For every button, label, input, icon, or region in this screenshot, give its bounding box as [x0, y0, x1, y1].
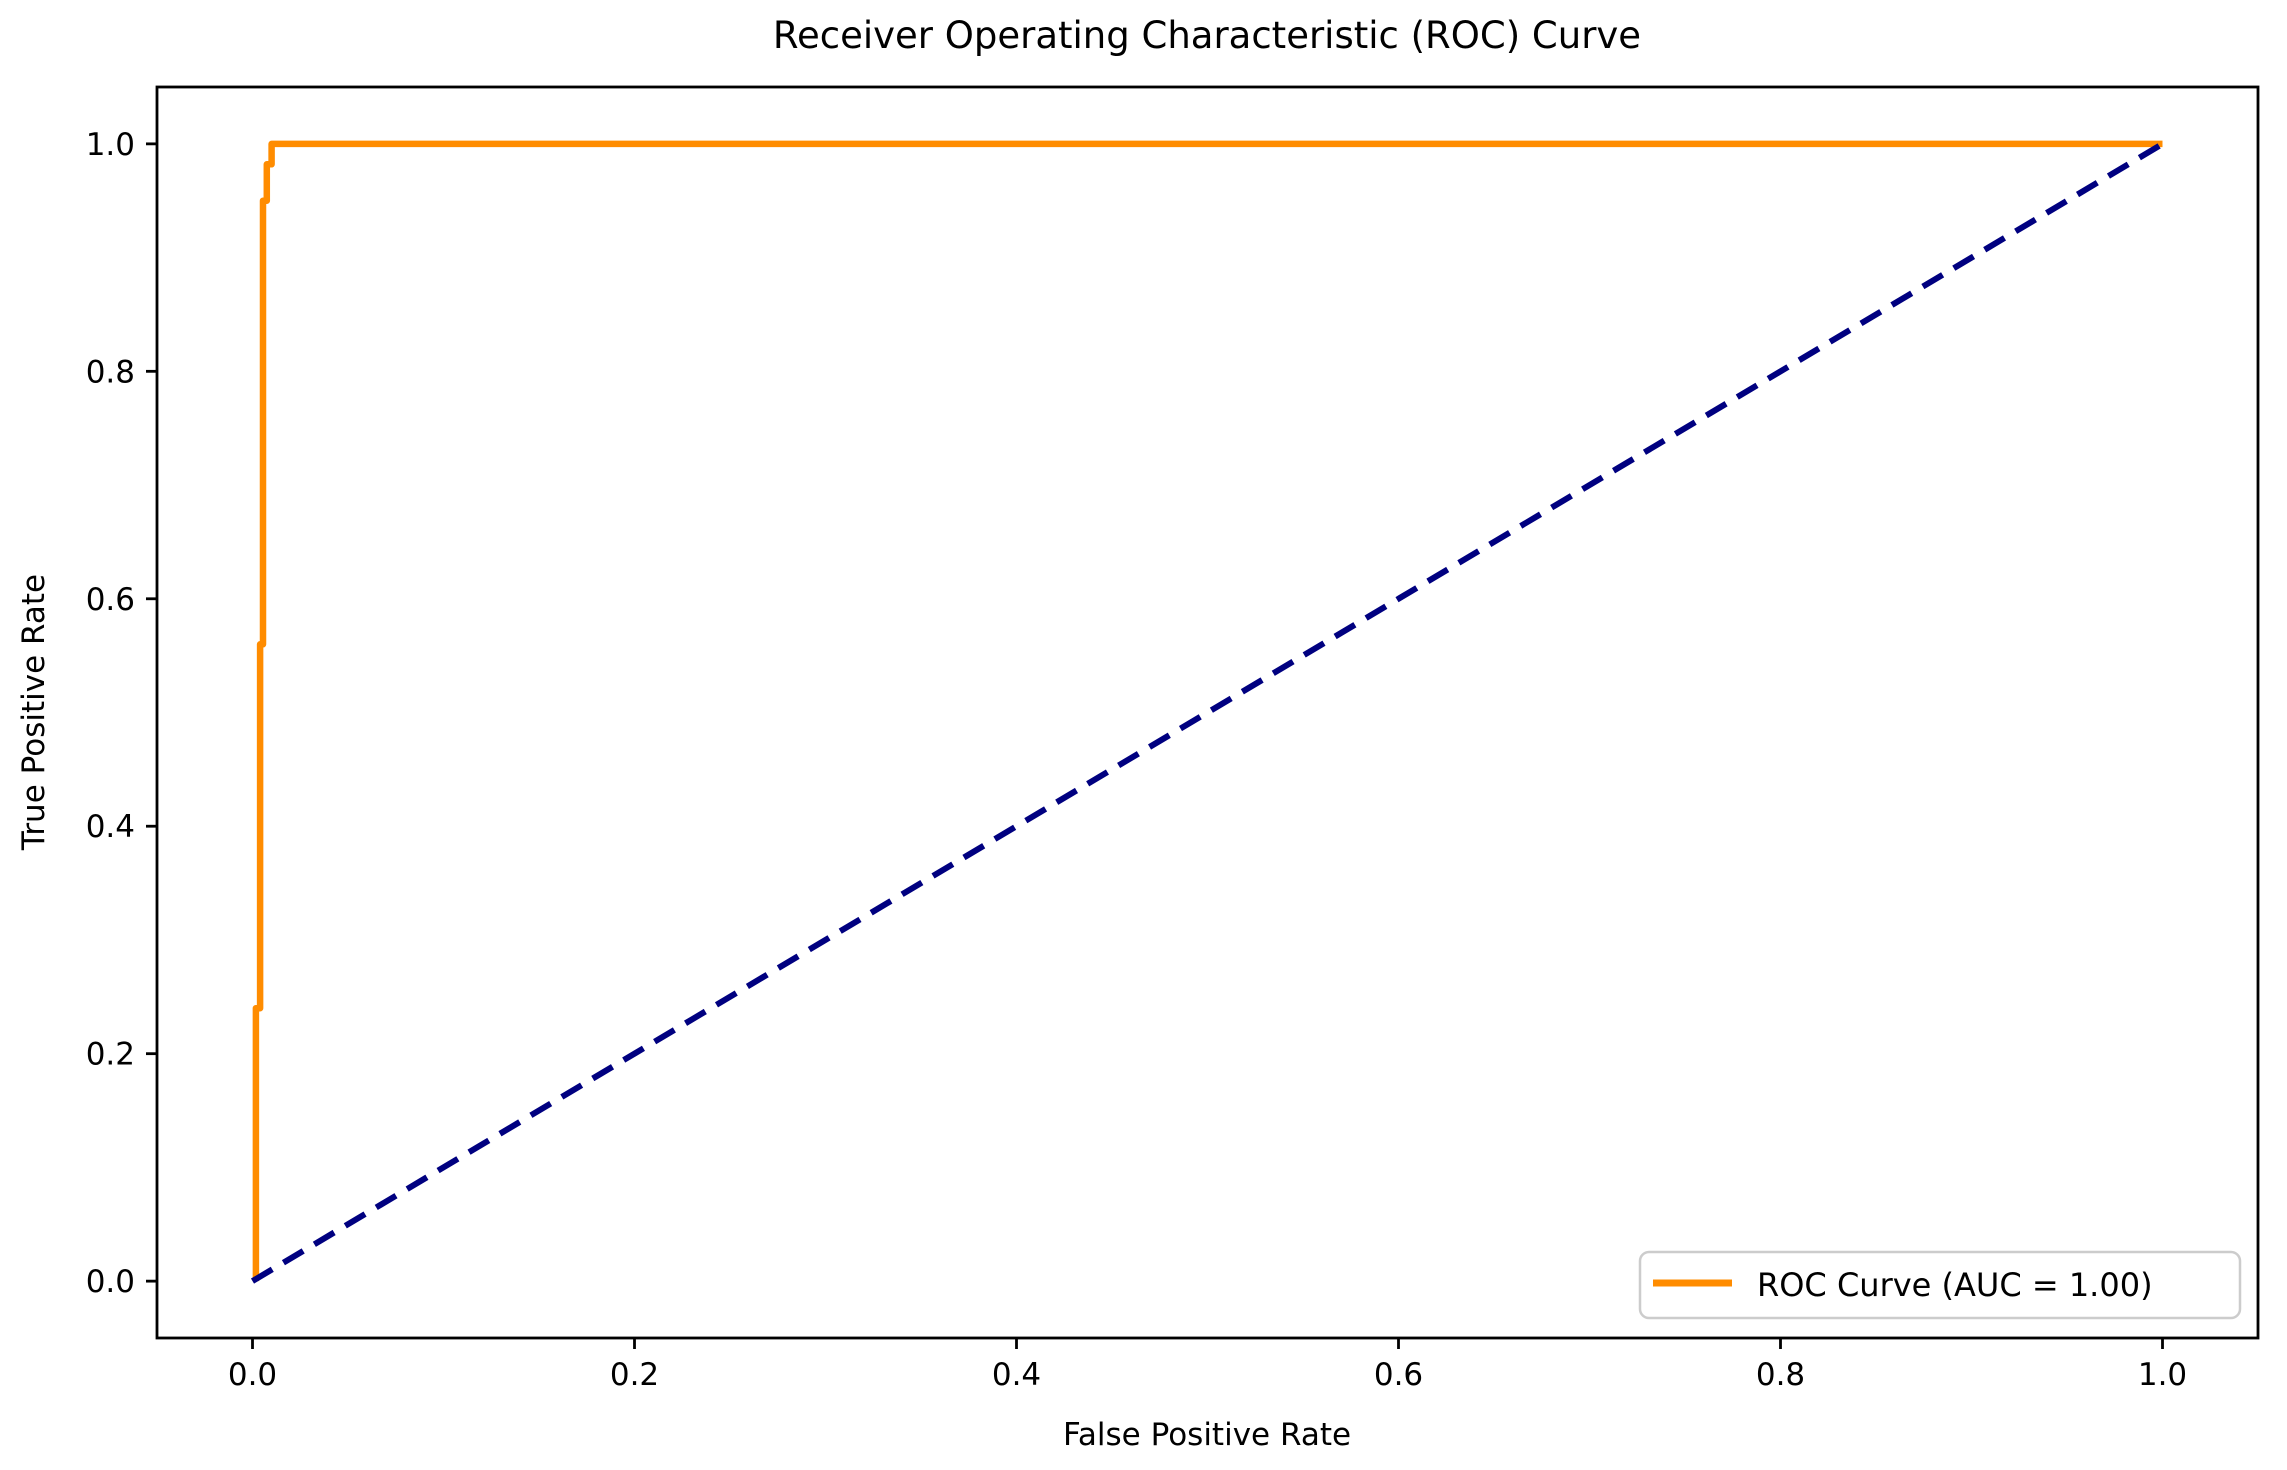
y-tick-label: 1.0: [86, 127, 135, 163]
chance-diagonal-line: [250, 141, 2165, 1284]
roc-curve-line: [252, 140, 2163, 1282]
y-tick-label: 0.8: [86, 354, 135, 390]
y-axis-label: True Positive Rate: [16, 574, 52, 851]
x-tick-label: 0.8: [1756, 1357, 1805, 1393]
legend-entry-label: ROC Curve (AUC = 1.00): [1757, 1266, 2153, 1304]
y-tick-label: 0.4: [86, 809, 135, 845]
x-tick-label: 1.0: [2138, 1357, 2187, 1393]
x-tick-label: 0.6: [1374, 1357, 1423, 1393]
y-tick-label: 0.0: [86, 1264, 135, 1300]
x-tick-label: 0.0: [228, 1357, 277, 1393]
chart-title: Receiver Operating Characteristic (ROC) …: [773, 14, 1641, 57]
y-tick-label: 0.6: [86, 582, 135, 618]
plot-border: [155, 85, 2260, 1340]
x-axis-label: False Positive Rate: [1063, 1417, 1351, 1453]
x-tick-label: 0.4: [992, 1357, 1041, 1393]
plot-area: 0.0 0.2 0.4 0.6 0.8 1.0 0.0 0.2 0.4 0.6 0.8 1.0: [86, 85, 2260, 1393]
y-tick-label: 0.2: [86, 1037, 135, 1073]
legend-box: [1638, 1250, 2242, 1320]
x-tick-label: 0.2: [610, 1357, 659, 1393]
